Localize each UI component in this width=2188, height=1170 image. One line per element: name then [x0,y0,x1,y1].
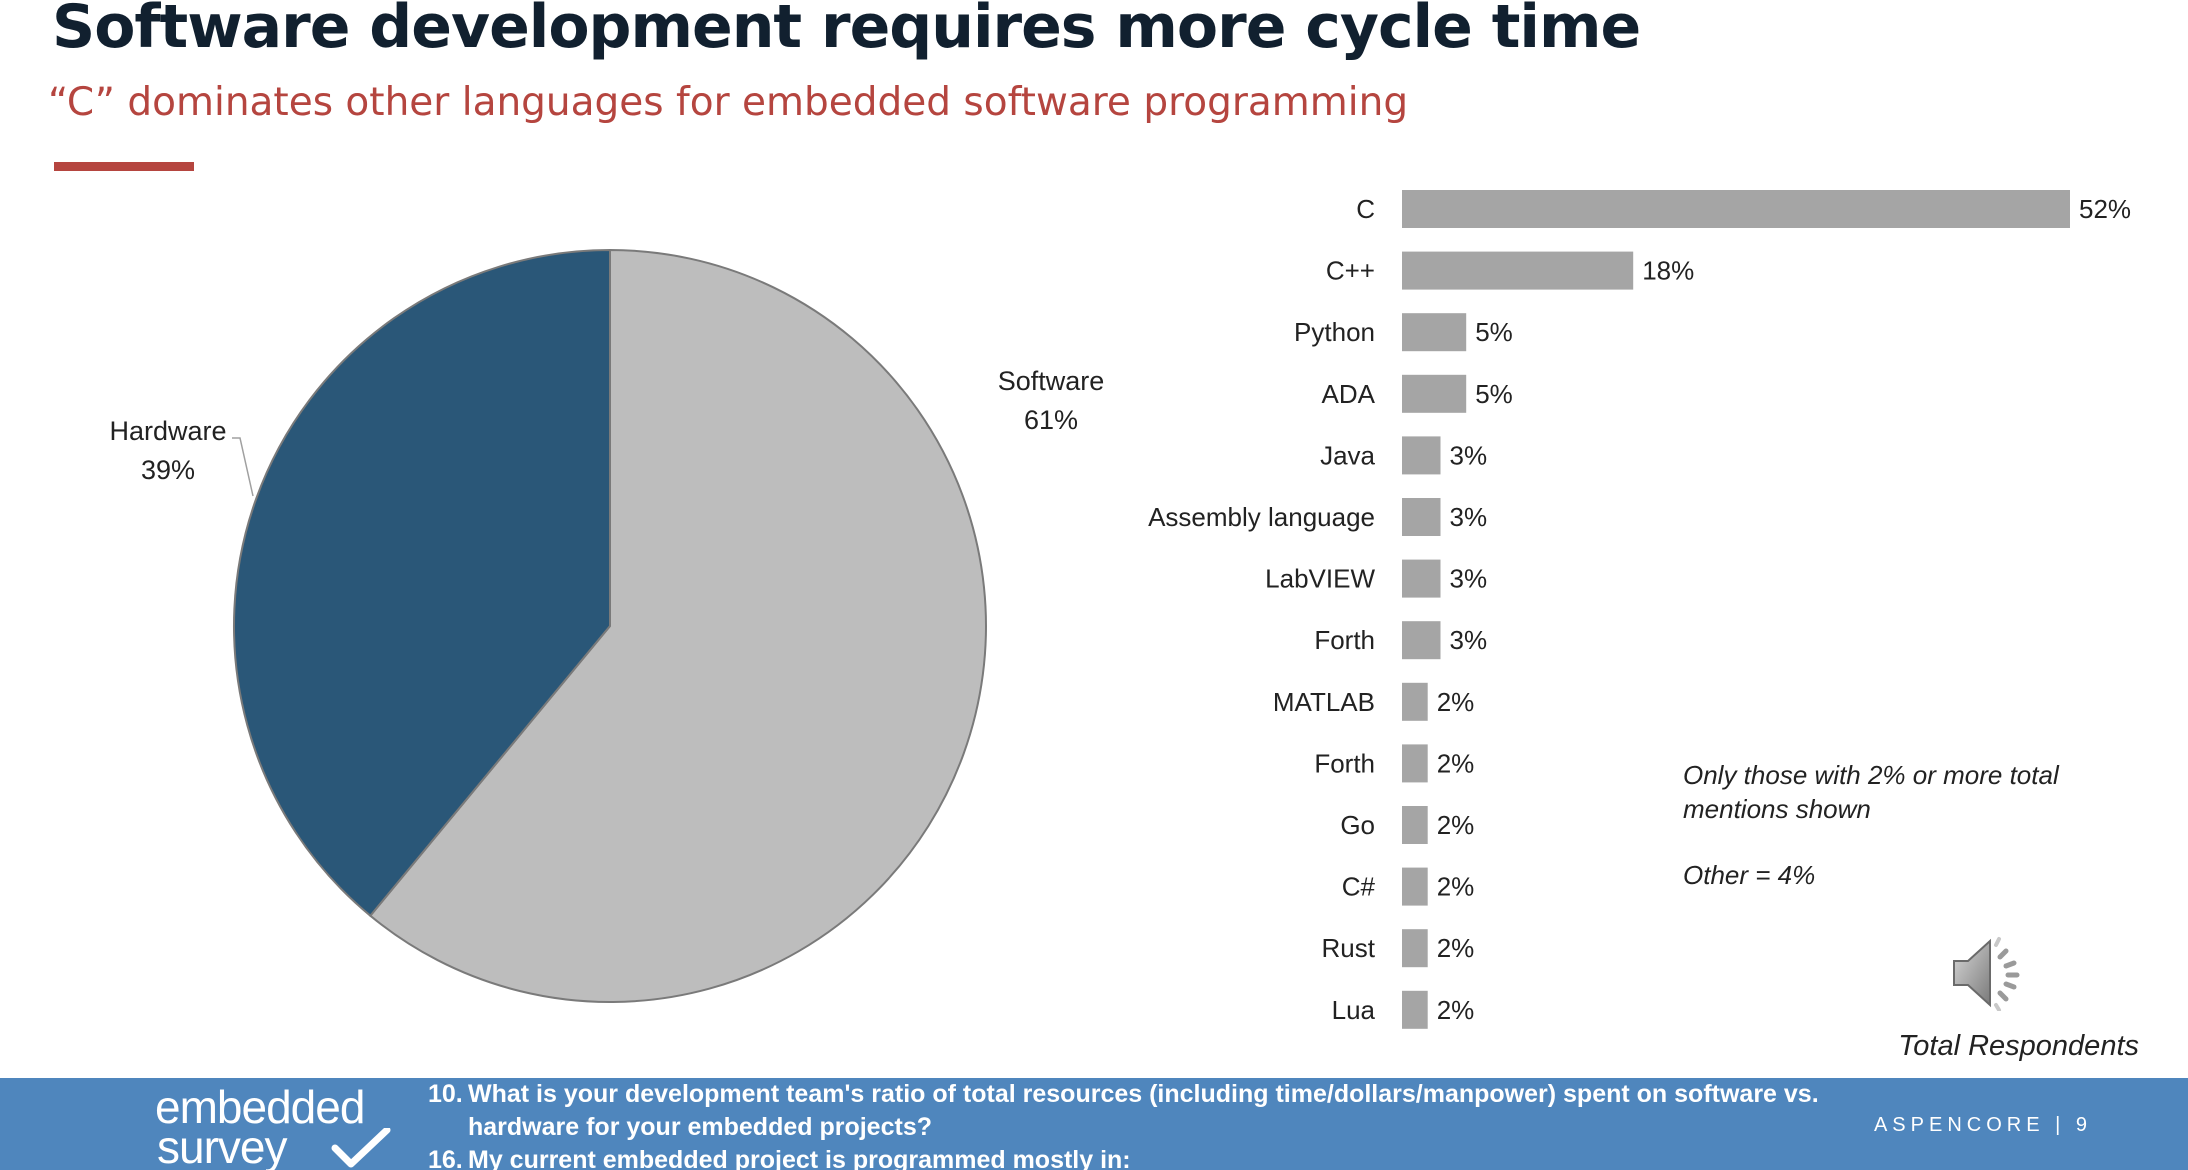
question-number: 16. [428,1146,463,1170]
pie-slice-hardware [232,248,611,918]
aspencore-brand: ASPENCORE | 9 [1874,1114,2092,1137]
note-line-2: mentions shown [1683,794,1871,824]
bar-category-label: Forth [1314,748,1375,778]
brand-name: ASPENCORE [1873,1114,2045,1136]
bar-value-label: 3% [1450,440,1488,470]
bar-category-label: ADA [1322,379,1376,409]
title-accent-bar [54,162,194,171]
bar [1402,313,1467,352]
pie-value-software: 61% [1024,405,1078,435]
bar-value-label: 3% [1450,564,1488,594]
note-other: Other = 4% [1683,860,1816,890]
footer-bar: embedded survey 10. What is your develop… [0,1078,2188,1170]
brand-separator: | [2055,1114,2066,1136]
pie-leader-line [232,437,254,497]
pie-slice-software [368,248,987,1003]
logo-text-bottom: survey [157,1121,287,1170]
bar-value-label: 52% [2079,194,2131,224]
bar [1402,682,1428,721]
bar [1402,621,1441,660]
bar-category-label: Java [1320,440,1375,470]
bar-value-label: 2% [1437,687,1475,717]
bar-category-label: Lua [1332,995,1376,1025]
pie-label-hardware: Hardware [109,416,226,446]
question-number: 10. [428,1080,463,1108]
bar [1402,190,2070,228]
charts-canvas: Software 61% Hardware 39% C 52% C++ 18% Python 5%… [109,190,2131,1029]
pie-label-software: Software [998,366,1105,396]
embedded-survey-logo: embedded survey [155,1084,415,1170]
speaker-icon[interactable] [1950,935,2032,1016]
question-10: 10. What is your development team's rati… [428,1078,1878,1144]
bar [1402,436,1441,475]
bar [1402,990,1428,1029]
logo-text-top: embedded [155,1081,365,1133]
bar-category-label: MATLAB [1273,687,1375,717]
bar-category-label: Forth [1314,625,1375,655]
bar [1402,251,1634,290]
pie-value-hardware: 39% [141,455,195,485]
bar-value-label: 3% [1450,502,1488,532]
survey-questions: 10. What is your development team's rati… [428,1078,1878,1170]
bar [1402,744,1428,783]
bar-value-label: 2% [1437,810,1475,840]
bar [1402,374,1467,413]
bar-category-label: C [1356,194,1375,224]
bar-value-label: 5% [1475,317,1513,347]
page-number: 9 [2075,1114,2092,1136]
bar-category-label: Python [1294,317,1375,347]
bar-category-label: Rust [1322,933,1376,963]
bar-category-label: LabVIEW [1265,564,1375,594]
bar [1402,867,1428,906]
chart-note: Only those with 2% or more total mention… [1683,758,2123,892]
bar-category-label: C# [1342,872,1376,902]
question-text: What is your development team's ratio of… [468,1080,1819,1141]
bar-value-label: 18% [1642,256,1694,286]
checkmark-icon [331,1128,391,1168]
question-text: My current embedded project is programme… [468,1146,1131,1170]
bar-category-label: C++ [1326,256,1375,286]
note-line-1: Only those with 2% or more total [1683,760,2059,790]
bar [1402,806,1428,844]
page-subtitle: “C” dominates other languages for embedd… [48,80,1409,125]
bar-value-label: 5% [1475,379,1513,409]
bar-value-label: 2% [1437,995,1475,1025]
bar [1402,929,1428,968]
total-respondents-label: Total Respondents [1898,1030,2139,1062]
bar-value-label: 3% [1450,625,1488,655]
bar-value-label: 2% [1437,933,1475,963]
bar-category-label: Go [1340,810,1375,840]
bar-category-label: Assembly language [1148,502,1375,532]
bar-value-label: 2% [1437,748,1475,778]
bar [1402,498,1441,536]
bar [1402,559,1441,598]
bar-value-label: 2% [1437,872,1475,902]
page-title: Software development requires more cycle… [52,0,1641,62]
question-16: 16. My current embedded project is progr… [428,1144,1878,1170]
